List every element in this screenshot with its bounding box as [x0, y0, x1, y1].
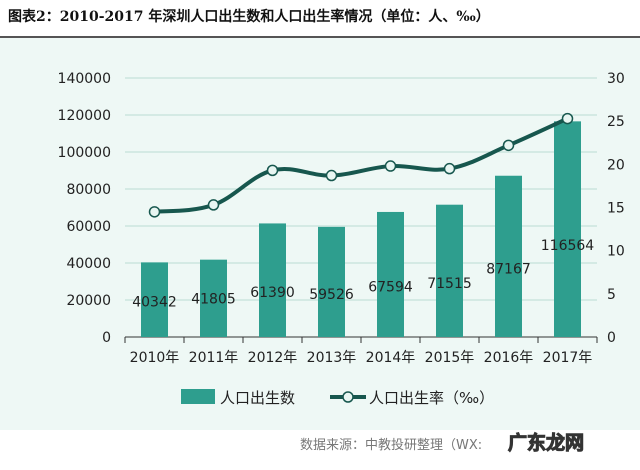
- legend-line-marker: [342, 391, 354, 403]
- legend-label-births: 人口出生数: [220, 389, 295, 407]
- title-divider: [0, 36, 640, 38]
- rate-point: [502, 139, 515, 152]
- bar-data-label: 59526: [309, 287, 354, 303]
- bar: [377, 211, 404, 337]
- y-left-tick-label: 60000: [66, 219, 111, 235]
- x-tick-label: 2014年: [366, 350, 416, 366]
- bar: [141, 262, 168, 337]
- y-right-tick-label: 10: [607, 244, 625, 260]
- y-right-tick-label: 20: [607, 157, 625, 173]
- x-tick-label: 2017年: [543, 350, 593, 366]
- watermark-logo: 广东龙网: [507, 432, 585, 455]
- y-left-tick-label: 0: [102, 330, 111, 346]
- rate-point: [325, 169, 338, 182]
- legend-bar-swatch: [181, 389, 215, 404]
- x-tick-label: 2013年: [307, 350, 357, 366]
- y-right-tick-label: 25: [607, 114, 625, 130]
- x-tick-label: 2011年: [189, 350, 239, 366]
- y-right-tick-label: 30: [607, 71, 625, 87]
- bar: [436, 204, 463, 337]
- bar-data-label: 67594: [368, 279, 413, 295]
- bar: [495, 175, 522, 337]
- y-left-tick-label: 100000: [58, 145, 111, 161]
- y-left-tick-label: 40000: [66, 256, 111, 272]
- bar: [259, 223, 286, 337]
- rate-point: [561, 112, 574, 125]
- rate-point: [207, 199, 220, 211]
- bar-data-label: 87167: [486, 261, 531, 277]
- y-right-tick-label: 0: [607, 330, 616, 346]
- y-left-tick-label: 80000: [66, 182, 111, 198]
- chart-title: 图表2：2010-2017 年深圳人口出生数和人口出生率情况（单位：人、‰）: [8, 9, 490, 25]
- bar: [318, 226, 345, 337]
- bar: [200, 259, 227, 337]
- bar-data-label: 116564: [541, 238, 595, 254]
- bar-data-label: 71515: [427, 276, 472, 292]
- y-left-tick-label: 20000: [66, 293, 111, 309]
- source-note: 数据来源：中教投研整理（WX:: [300, 438, 483, 453]
- bar-data-label: 61390: [250, 285, 295, 301]
- y-left-tick-label: 140000: [58, 71, 111, 87]
- rate-point: [148, 206, 161, 218]
- rate-point: [443, 162, 456, 175]
- x-tick-label: 2010年: [130, 350, 180, 366]
- rate-point: [384, 160, 397, 172]
- y-right-tick-label: 5: [607, 287, 616, 303]
- bar-data-label: 41805: [191, 292, 236, 308]
- bar-data-label: 40342: [132, 294, 177, 310]
- rate-point: [266, 164, 279, 177]
- legend-label-rate: 人口出生率（‰）: [369, 389, 494, 407]
- y-left-tick-label: 120000: [58, 108, 111, 124]
- x-tick-label: 2012年: [248, 350, 298, 366]
- y-right-tick-label: 15: [607, 201, 625, 217]
- bar: [554, 121, 581, 337]
- x-tick-label: 2016年: [484, 350, 534, 366]
- x-tick-label: 2015年: [425, 350, 475, 366]
